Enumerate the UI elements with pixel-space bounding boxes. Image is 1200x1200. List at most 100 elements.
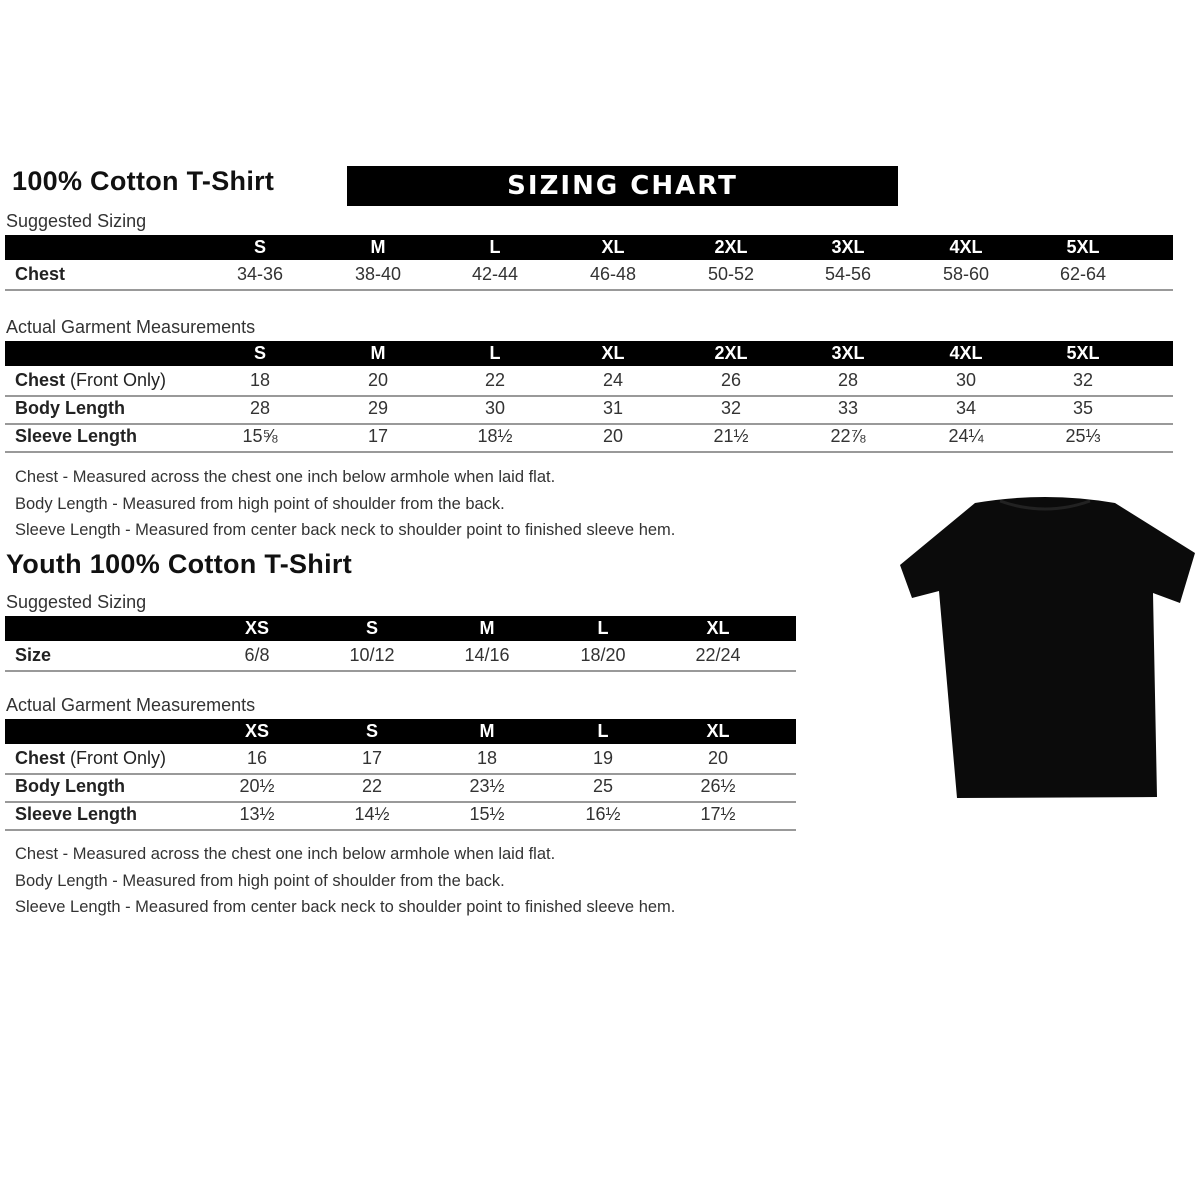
size-header-s: S xyxy=(365,618,378,638)
youth-notes: Chest - Measured across the chest one in… xyxy=(15,845,675,917)
cell-value: 38-40 xyxy=(354,264,402,284)
table-row: Body Length 20½ 22 23½ 25 26½ xyxy=(5,773,796,803)
cell-value: 42-44 xyxy=(471,264,519,284)
row-label-text: Body Length xyxy=(15,398,125,418)
row-label-text: Chest xyxy=(15,264,66,284)
cell-value: 18½ xyxy=(477,426,513,446)
row-label-text: Sleeve Length xyxy=(15,426,138,446)
size-header-s: S xyxy=(253,237,266,257)
cell-value: 22 xyxy=(361,776,383,796)
row-label-text: Size xyxy=(15,645,52,665)
cell-value: 28 xyxy=(249,398,271,418)
cell-value: 6/8 xyxy=(244,645,270,665)
size-header-3xl: 3XL xyxy=(831,343,865,363)
size-header-row: XS S M L XL xyxy=(5,616,796,641)
size-header-s: S xyxy=(365,721,378,741)
cell-value: 33 xyxy=(837,398,859,418)
cell-value: 46-48 xyxy=(589,264,637,284)
table-row: Sleeve Length 13½ 14½ 15½ 16½ 17½ xyxy=(5,801,796,831)
note-sleeve-length: Sleeve Length - Measured from center bac… xyxy=(15,521,676,539)
cell-value: 29 xyxy=(367,398,389,418)
cell-value: 18/20 xyxy=(580,645,626,665)
cell-value: 26 xyxy=(720,370,742,390)
size-header-m: M xyxy=(479,721,495,741)
table-row: Chest (Front Only) 18 20 22 24 26 28 30 32 xyxy=(5,367,1173,397)
row-label-text: Chest xyxy=(15,748,66,768)
size-header-xl: XL xyxy=(601,343,625,363)
cell-value: 35 xyxy=(1072,398,1094,418)
cell-value: 28 xyxy=(837,370,859,390)
row-label-text: Sleeve Length xyxy=(15,804,138,824)
cell-value: 26½ xyxy=(700,776,736,796)
cell-value: 20½ xyxy=(239,776,275,796)
cell-value: 24¼ xyxy=(948,426,984,446)
cell-value: 18 xyxy=(476,748,498,768)
cell-value: 16½ xyxy=(585,804,621,824)
note-sleeve-length: Sleeve Length - Measured from center bac… xyxy=(15,898,676,916)
row-label: Chest xyxy=(15,264,65,285)
cell-value: 23½ xyxy=(469,776,505,796)
cell-value: 34 xyxy=(955,398,977,418)
cell-value: 17½ xyxy=(700,804,736,824)
cell-value: 24 xyxy=(602,370,624,390)
size-header-4xl: 4XL xyxy=(949,237,983,257)
table-row: Chest (Front Only) 16 17 18 19 20 xyxy=(5,745,796,775)
size-header-4xl: 4XL xyxy=(949,343,983,363)
cell-value: 20 xyxy=(367,370,389,390)
cell-value: 18 xyxy=(249,370,271,390)
size-header-m: M xyxy=(370,343,386,363)
size-header-l: L xyxy=(489,237,501,257)
youth-title: Youth 100% Cotton T-Shirt xyxy=(6,549,352,579)
cell-value: 22 xyxy=(484,370,506,390)
size-header-2xl: 2XL xyxy=(714,343,748,363)
size-header-xl: XL xyxy=(706,721,730,741)
size-header-xl: XL xyxy=(706,618,730,638)
row-label-note: (Front Only) xyxy=(70,370,167,390)
cell-value: 15½ xyxy=(469,804,505,824)
size-header-xs: XS xyxy=(244,721,269,741)
adult-suggested-table: S M L XL 2XL 3XL 4XL 5XL Chest 34-36 38-40 42-44 46-… xyxy=(5,235,1173,295)
cell-value: 14½ xyxy=(354,804,390,824)
size-header-l: L xyxy=(597,618,609,638)
youth-actual-table: XS S M L XL Chest (Front Only) 16 17 18 19 20 Body … xyxy=(5,719,796,834)
size-header-5xl: 5XL xyxy=(1066,237,1100,257)
adult-notes: Chest - Measured across the chest one in… xyxy=(15,468,675,540)
size-header-s: S xyxy=(253,343,266,363)
cell-value: 34-36 xyxy=(236,264,284,284)
cell-value: 22⅞ xyxy=(830,426,866,446)
row-label: Body Length xyxy=(15,398,125,419)
adult-actual-label: Actual Garment Measurements xyxy=(6,317,256,337)
adult-title: 100% Cotton T-Shirt xyxy=(12,166,275,196)
youth-actual-label: Actual Garment Measurements xyxy=(6,695,256,715)
black-t-shirt-image xyxy=(900,497,1195,798)
table-row: Sleeve Length 15⅝ 17 18½ 20 21½ 22⅞ 24¼ 25⅓ xyxy=(5,423,1173,453)
size-header-l: L xyxy=(489,343,501,363)
table-row: Chest 34-36 38-40 42-44 46-48 50-52 54-56 58-60… xyxy=(5,261,1173,291)
cell-value: 10/12 xyxy=(349,645,395,665)
sizing-chart-banner: SIZING CHART xyxy=(347,166,898,206)
cell-value: 50-52 xyxy=(707,264,755,284)
cell-value: 13½ xyxy=(239,804,275,824)
row-label-note: (Front Only) xyxy=(70,748,167,768)
cell-value: 62-64 xyxy=(1059,264,1107,284)
size-header-row: S M L XL 2XL 3XL 4XL 5XL xyxy=(5,235,1173,260)
note-body-length: Body Length - Measured from high point o… xyxy=(15,494,505,513)
row-label: Body Length xyxy=(15,776,125,797)
note-chest: Chest - Measured across the chest one in… xyxy=(15,845,556,863)
note-chest: Chest - Measured across the chest one in… xyxy=(15,468,556,486)
cell-value: 22/24 xyxy=(695,645,741,665)
note-body-length: Body Length - Measured from high point o… xyxy=(15,871,505,890)
row-label: Chest (Front Only) xyxy=(15,370,166,391)
youth-suggested-table: XS S M L XL Size 6/8 10/12 14/16 18/20 22/24 xyxy=(5,616,796,672)
cell-value: 58-60 xyxy=(942,264,990,284)
cell-value: 30 xyxy=(955,370,977,390)
table-row: Body Length 28 29 30 31 32 33 34 35 xyxy=(5,395,1173,425)
row-label: Chest (Front Only) xyxy=(15,748,166,769)
size-header-5xl: 5XL xyxy=(1066,343,1100,363)
cell-value: 15⅝ xyxy=(242,426,278,446)
cell-value: 19 xyxy=(592,748,614,768)
cell-value: 31 xyxy=(602,398,624,418)
cell-value: 25 xyxy=(592,776,614,796)
row-label: Sleeve Length xyxy=(15,804,137,825)
